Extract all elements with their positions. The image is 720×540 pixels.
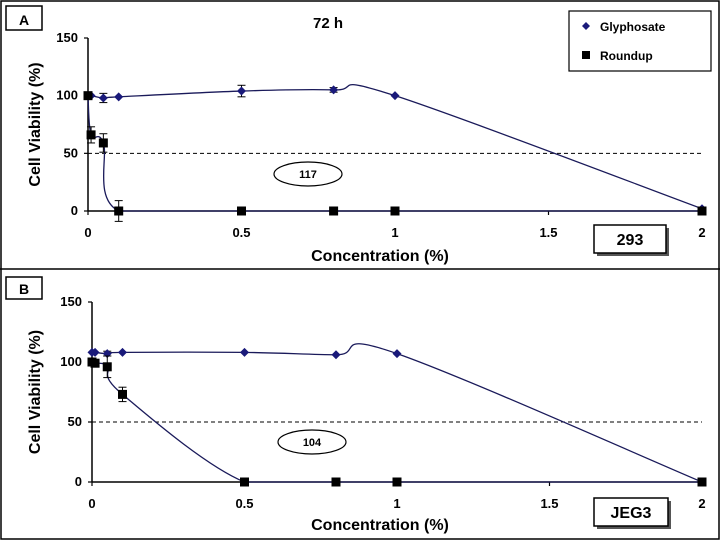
cell-line-label: JEG3 xyxy=(611,505,652,522)
panel-letter: B xyxy=(19,281,29,297)
roundup-point xyxy=(86,130,96,140)
glyphosate-point xyxy=(240,347,249,357)
chart-title: 72 h xyxy=(313,15,343,32)
glyphosate-point xyxy=(118,347,127,357)
x-tick-label: 1 xyxy=(393,496,400,511)
panel-letter-box xyxy=(5,5,43,31)
roundup-point xyxy=(697,206,707,216)
roundup-point xyxy=(390,206,400,216)
legend-box xyxy=(568,10,712,72)
roundup-point xyxy=(237,206,246,216)
x-axis-title: Concentration (%) xyxy=(311,517,449,534)
y-tick-label: 0 xyxy=(71,203,78,218)
panel-a: A 72 h 0 50 100 150 0 0.5 1 1.5 2 Concentration (%)… xyxy=(5,5,712,265)
roundup-point xyxy=(697,477,707,487)
panel-b: B 0 50 100 150 0 0.5 1 1.5 2 Concentration (%) Cell… xyxy=(5,276,707,534)
legend-roundup-label: Roundup xyxy=(600,49,653,63)
panel-letter: A xyxy=(19,12,29,28)
glyphosate-point xyxy=(90,347,100,357)
value-oval xyxy=(273,161,343,187)
glyphosate-point xyxy=(329,85,339,95)
x-tick-label: 2 xyxy=(698,225,705,240)
x-tick-label: 1.5 xyxy=(539,225,557,240)
series-line-glyphosate xyxy=(87,84,703,210)
y-tick-label: 50 xyxy=(68,414,82,429)
roundup-point xyxy=(392,477,402,487)
x-tick-label: 0 xyxy=(84,225,91,240)
glyphosate-point xyxy=(237,86,246,96)
series-line-glyphosate xyxy=(91,343,703,483)
roundup-point xyxy=(114,206,124,216)
y-tick-label: 100 xyxy=(60,354,82,369)
glyphosate-point xyxy=(331,350,341,360)
roundup-point xyxy=(102,362,112,372)
value-oval-label: 117 xyxy=(299,169,317,181)
value-oval xyxy=(277,429,347,455)
y-axis-title: Cell Viability (%) xyxy=(27,62,44,186)
cell-line-box xyxy=(593,224,667,254)
value-oval-label: 104 xyxy=(303,437,322,449)
y-tick-label: 0 xyxy=(75,474,82,489)
x-tick-label: 2 xyxy=(698,496,705,511)
roundup-point xyxy=(90,358,100,368)
roundup-point xyxy=(331,477,341,487)
legend-glyphosate-label: Glyphosate xyxy=(600,20,666,34)
glyphosate-point xyxy=(114,92,124,102)
legend-glyphosate-marker xyxy=(582,22,590,30)
x-tick-label: 0.5 xyxy=(235,496,253,511)
cell-line-box xyxy=(593,497,669,527)
y-axis-title: Cell Viability (%) xyxy=(27,330,44,454)
glyphosate-point xyxy=(98,93,108,103)
roundup-point xyxy=(83,91,93,101)
roundup-point xyxy=(98,138,108,148)
x-axis-title: Concentration (%) xyxy=(311,248,449,265)
y-tick-label: 150 xyxy=(56,30,78,45)
y-tick-label: 100 xyxy=(56,88,78,103)
legend-roundup-marker xyxy=(582,51,590,59)
cell-line-label: 293 xyxy=(617,232,644,249)
glyphosate-point xyxy=(392,349,402,359)
x-tick-label: 1 xyxy=(391,225,398,240)
x-tick-label: 0 xyxy=(88,496,95,511)
x-tick-label: 1.5 xyxy=(540,496,558,511)
y-tick-label: 50 xyxy=(64,145,78,160)
roundup-point xyxy=(240,477,249,487)
glyphosate-point xyxy=(390,91,400,101)
x-tick-label: 0.5 xyxy=(232,225,250,240)
roundup-point xyxy=(329,206,339,216)
y-tick-label: 150 xyxy=(60,294,82,309)
roundup-point xyxy=(118,389,127,399)
panel-letter-box xyxy=(5,276,43,300)
